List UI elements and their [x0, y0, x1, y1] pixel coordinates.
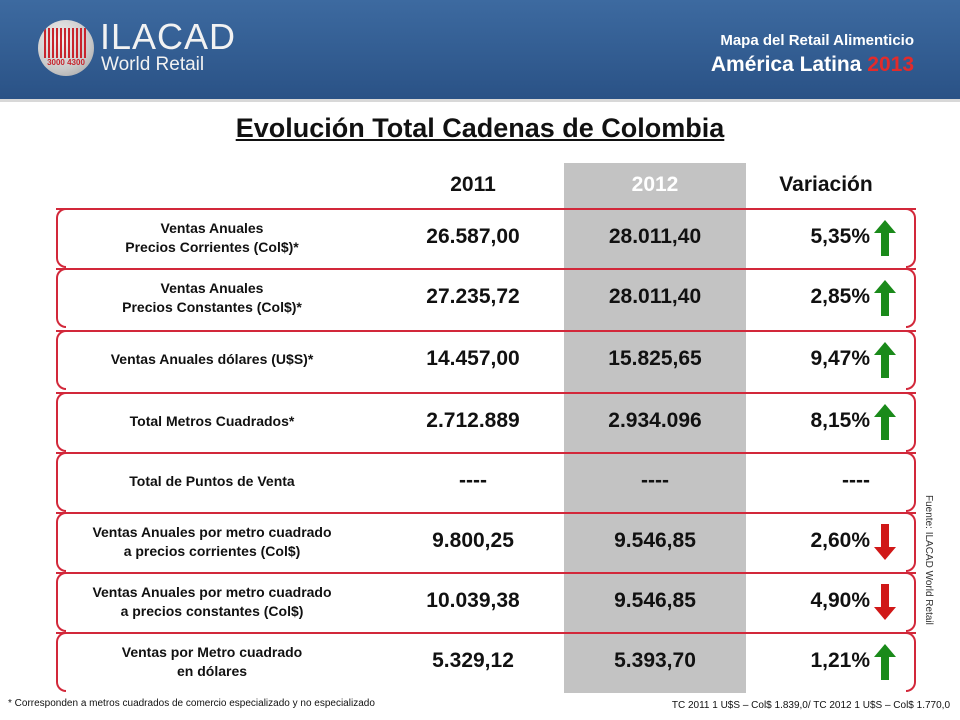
row-bracket-right [906, 572, 916, 632]
header-region: América Latina [710, 53, 868, 76]
arrow-down-icon [874, 524, 896, 560]
row-bracket-left [56, 208, 66, 268]
row-bracket-left [56, 268, 66, 328]
row-bracket-right [906, 452, 916, 512]
source-note: Fuente: ILACAD World Retail [923, 495, 934, 625]
value-2012: 28.011,40 [608, 225, 702, 248]
barcode-graphic [44, 28, 88, 58]
value-2012: 9.546,85 [614, 589, 696, 612]
row-bracket-right [906, 632, 916, 692]
row-bracket-right [906, 392, 916, 452]
arrow-up-icon [874, 220, 896, 256]
value-2011: 5.329,12 [432, 649, 514, 672]
value-2011: 2.712.889 [426, 409, 520, 432]
value-2012: 5.393,70 [614, 649, 696, 672]
column-header-2011: 2011 [450, 173, 496, 196]
value-2011: 9.800,25 [432, 529, 514, 552]
variation-value: 2,85% [810, 285, 870, 308]
logo-numbers: 3000 4300 [47, 58, 85, 67]
row-border-top [56, 392, 916, 394]
row-label: Ventas Anuales dólares (U$S)* [110, 351, 314, 367]
column-header-2012: 2012 [631, 173, 679, 196]
value-2012: ---- [641, 469, 669, 492]
arrow-up-icon [874, 404, 896, 440]
logo-title: ILACAD [100, 16, 237, 57]
row-bracket-right [906, 208, 916, 268]
page-title: Evolución Total Cadenas de Colombia [235, 113, 725, 143]
column-2012-background [564, 163, 746, 693]
value-2011: 26.587,00 [426, 225, 520, 248]
header-line2: América Latina 2013 [711, 53, 914, 77]
row-bracket-left [56, 572, 66, 632]
variation-value: 4,90% [810, 589, 870, 612]
row-label: Ventas Anuales por metro cuadrado a prec… [92, 584, 332, 619]
value-2012: 15.825,65 [608, 347, 702, 370]
header-band: 3000 4300 ILACAD World Retail Mapa del R… [0, 0, 960, 102]
value-2011: ---- [459, 469, 487, 492]
logo-subtitle: World Retail [101, 54, 205, 75]
row-label: Ventas Anuales Precios Corrientes (Col$)… [125, 220, 299, 255]
variation-value: 8,15% [810, 409, 870, 432]
row-label: Total Metros Cuadrados* [129, 413, 295, 429]
arrow-up-icon [874, 280, 896, 316]
row-bracket-right [906, 512, 916, 572]
row-border-top [56, 632, 916, 634]
header-year: 2013 [867, 53, 914, 76]
column-header-variation: Variación [779, 173, 873, 196]
arrow-up-icon [874, 342, 896, 378]
row-bracket-right [906, 268, 916, 328]
exchange-rate-note: TC 2011 1 U$S – Col$ 1.839,0/ TC 2012 1 … [671, 700, 950, 711]
row-border-top [56, 208, 916, 210]
row-bracket-left [56, 512, 66, 572]
row-border-top [56, 572, 916, 574]
footnote: * Corresponden a metros cuadrados de com… [8, 698, 375, 709]
row-border-top [56, 330, 916, 332]
arrow-down-icon [874, 584, 896, 620]
value-2011: 27.235,72 [426, 285, 520, 308]
header-line1: Mapa del Retail Alimenticio [720, 32, 914, 49]
variation-value: ---- [842, 469, 870, 492]
row-label: Total de Puntos de Venta [129, 473, 295, 489]
logo-emblem: 3000 4300 [38, 20, 94, 76]
arrow-up-icon [874, 644, 896, 680]
row-bracket-left [56, 452, 66, 512]
value-2012: 2.934.096 [608, 409, 702, 432]
row-label: Ventas Anuales por metro cuadrado a prec… [92, 524, 332, 559]
row-border-top [56, 512, 916, 514]
value-2011: 10.039,38 [426, 589, 520, 612]
row-bracket-right [906, 330, 916, 390]
variation-value: 9,47% [810, 347, 870, 370]
value-2012: 28.011,40 [608, 285, 702, 308]
row-label: Ventas por Metro cuadrado en dólares [121, 644, 303, 679]
variation-value: 1,21% [810, 649, 870, 672]
row-bracket-left [56, 632, 66, 692]
row-bracket-left [56, 392, 66, 452]
row-border-top [56, 268, 916, 270]
row-label: Ventas Anuales Precios Constantes (Col$)… [122, 280, 302, 315]
value-2012: 9.546,85 [614, 529, 696, 552]
variation-value: 5,35% [810, 225, 870, 248]
row-bracket-left [56, 330, 66, 390]
row-border-top [56, 452, 916, 454]
value-2011: 14.457,00 [426, 347, 520, 370]
variation-value: 2,60% [810, 529, 870, 552]
